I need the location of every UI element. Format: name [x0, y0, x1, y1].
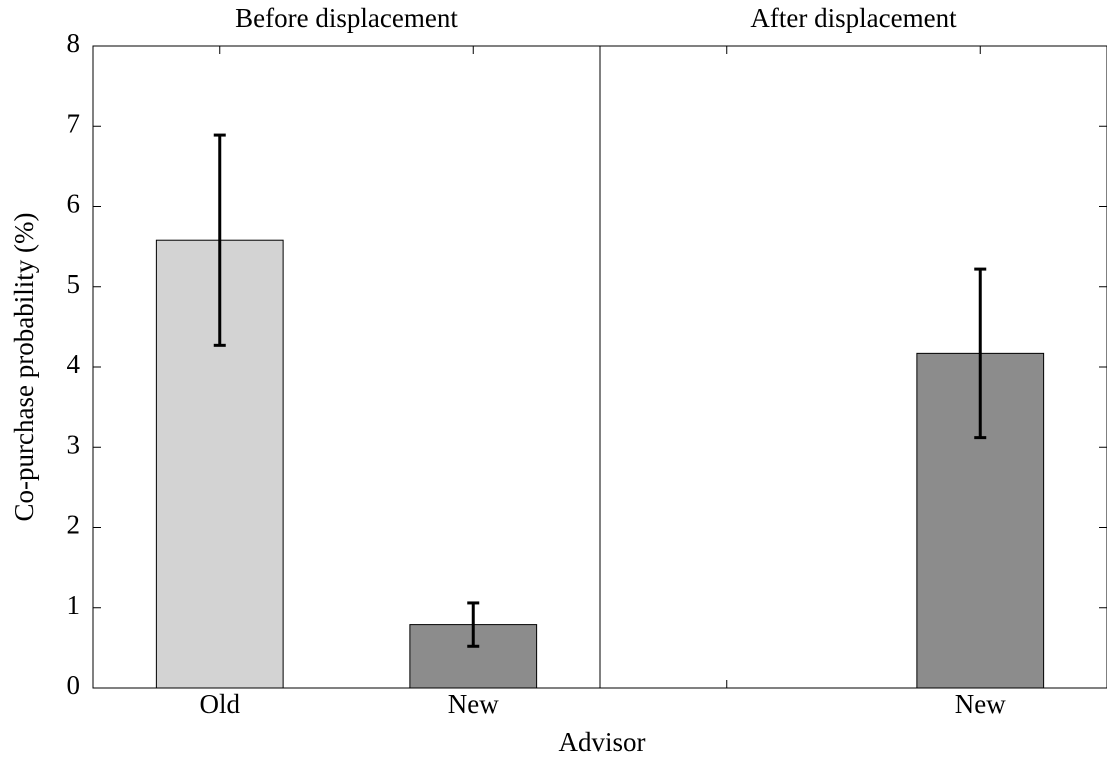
- x-tick-label: New: [955, 689, 1006, 719]
- y-tick-label: 1: [67, 590, 81, 620]
- y-tick-label: 3: [67, 429, 81, 459]
- y-tick-label: 8: [67, 28, 81, 58]
- x-axis-label: Advisor: [559, 727, 646, 757]
- y-tick-label: 5: [67, 269, 81, 299]
- y-tick-label: 6: [67, 189, 81, 219]
- panel-title: Before displacement: [235, 3, 458, 33]
- y-tick-label: 4: [67, 349, 81, 379]
- panel-frame: [599, 45, 1107, 689]
- x-tick-label: Old: [200, 689, 241, 719]
- y-tick-label: 2: [67, 510, 81, 540]
- y-tick-label: 0: [67, 670, 81, 700]
- y-axis-label: Co-purchase probability (%): [9, 213, 39, 522]
- x-tick-label: New: [448, 689, 499, 719]
- y-tick-label: 7: [67, 108, 81, 138]
- panel-title: After displacement: [750, 3, 957, 33]
